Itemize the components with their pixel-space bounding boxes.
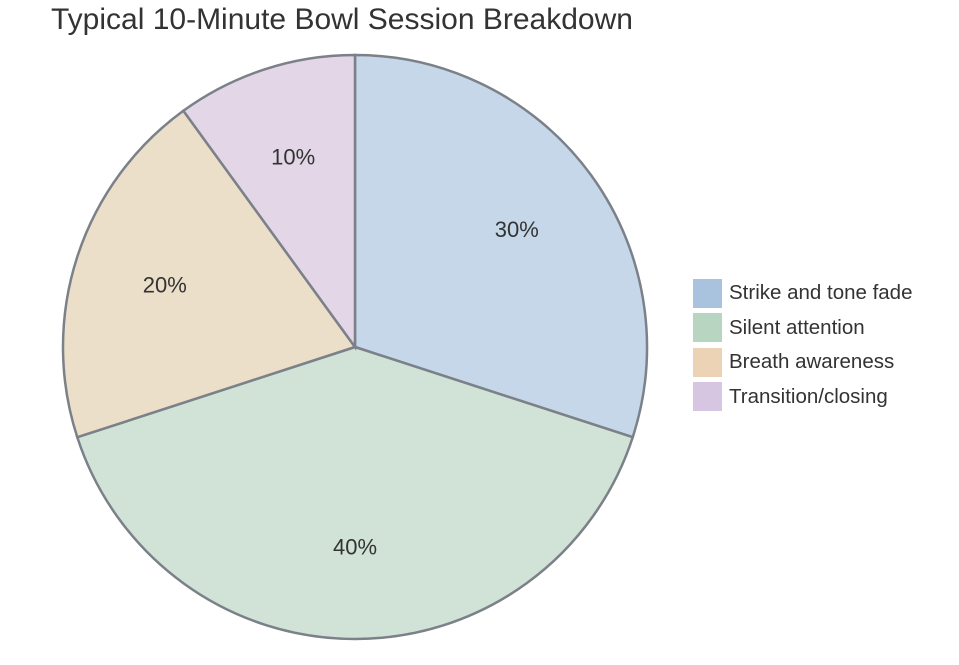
- slice-label-strike-and-tone-fade: 30%: [495, 217, 539, 242]
- pie-slice-silent-attention: [75, 345, 635, 641]
- legend-swatch: [693, 382, 722, 412]
- chart-title: Typical 10-Minute Bowl Session Breakdown: [51, 3, 633, 36]
- legend-label: Transition/closing: [729, 384, 888, 408]
- slice-label-transition-closing: 10%: [271, 144, 315, 169]
- legend-label: Strike and tone fade: [729, 281, 913, 305]
- pie-slice-strike-and-tone-fade: [353, 53, 649, 439]
- legend-label: Silent attention: [729, 315, 865, 339]
- legend-item-transition-closing: Transition/closing: [693, 380, 913, 415]
- legend-swatch: [693, 278, 722, 308]
- legend-swatch: [693, 313, 722, 343]
- legend-swatch: [693, 347, 722, 377]
- slice-label-breath-awareness: 20%: [143, 273, 187, 298]
- legend-label: Breath awareness: [729, 350, 895, 374]
- legend-item-silent-attention: Silent attention: [693, 311, 913, 346]
- pie-slices: [61, 53, 649, 641]
- legend-item-breath-awareness: Breath awareness: [693, 345, 913, 380]
- slice-label-silent-attention: 40%: [333, 535, 377, 560]
- pie-slice-transition-closing: [181, 53, 357, 351]
- legend-item-strike-and-tone-fade: Strike and tone fade: [693, 276, 913, 311]
- legend: Strike and tone fade Silent attention Brea…: [693, 276, 913, 414]
- pie-labels: 30% 40% 20% 10%: [143, 144, 539, 559]
- pie-slice-breath-awareness: [61, 109, 358, 439]
